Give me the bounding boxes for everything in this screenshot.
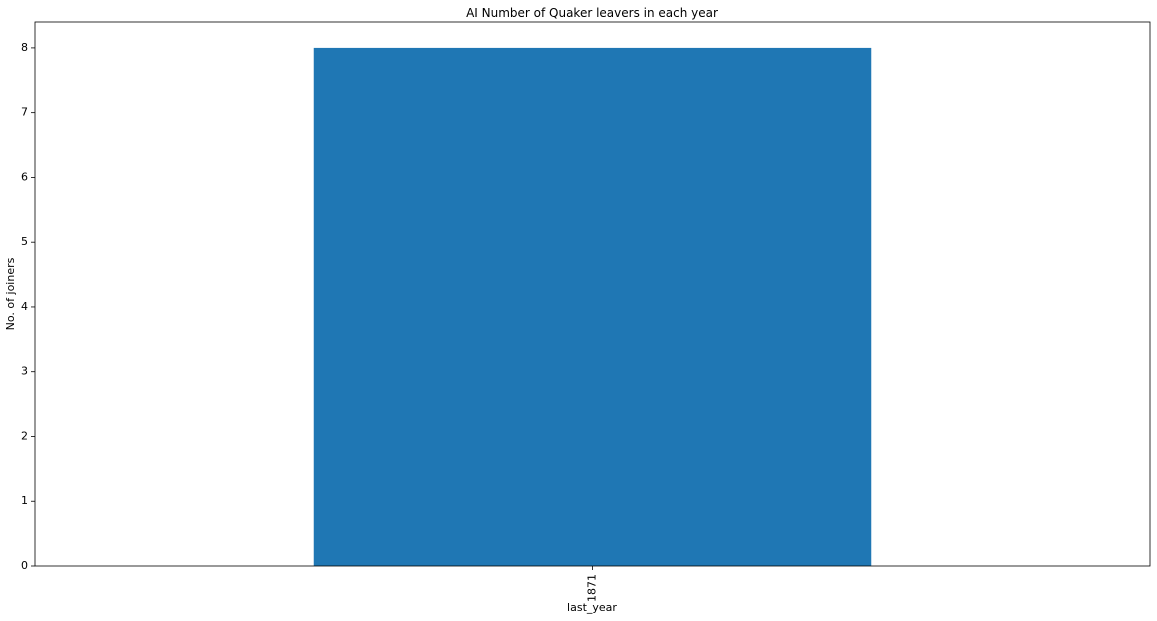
y-tick-label: 8 bbox=[21, 41, 28, 54]
y-axis-label: No. of joiners bbox=[4, 257, 17, 330]
y-tick-label: 6 bbox=[21, 170, 28, 183]
chart-title: AI Number of Quaker leavers in each year bbox=[466, 6, 718, 20]
y-tick-label: 7 bbox=[21, 106, 28, 119]
x-tick-label: 1871 bbox=[586, 574, 599, 602]
y-tick-label: 2 bbox=[21, 429, 28, 442]
x-axis-ticks: 1871 bbox=[586, 566, 599, 602]
y-tick-label: 1 bbox=[21, 494, 28, 507]
y-tick-label: 0 bbox=[21, 559, 28, 572]
y-axis-ticks: 0 1 2 3 4 5 6 7 8 bbox=[21, 41, 35, 572]
y-tick-label: 5 bbox=[21, 235, 28, 248]
y-tick-label: 3 bbox=[21, 365, 28, 378]
bars-group bbox=[313, 47, 872, 566]
x-axis-label: last_year bbox=[567, 601, 617, 614]
bar-1871 bbox=[313, 47, 872, 566]
y-tick-label: 4 bbox=[21, 300, 28, 313]
plot-frame bbox=[34, 21, 1151, 567]
